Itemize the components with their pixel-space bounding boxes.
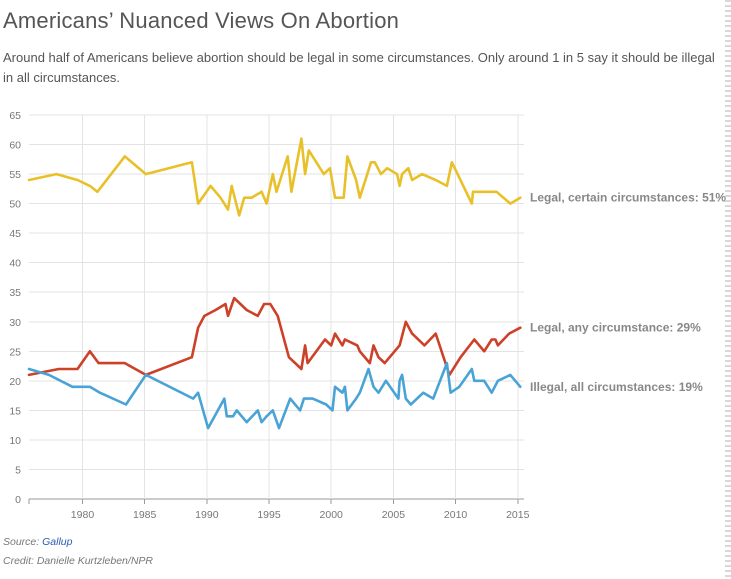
y-tick-label: 5	[15, 464, 21, 476]
y-tick-label: 20	[9, 376, 21, 388]
y-tick-label: 65	[9, 110, 21, 122]
y-axis-ticks: 0 5 10 15 20 25 30 35 40 45 50 55 60 65	[9, 110, 21, 506]
x-tick-label: 1985	[133, 509, 157, 521]
y-tick-label: 50	[9, 199, 21, 211]
x-axis-ticks: 1980 1985 1990 1995 2000 2005 2010 2015	[28, 499, 530, 521]
x-tick-label: 2015	[506, 509, 530, 521]
source-label: Source:	[3, 536, 43, 548]
y-tick-label: 45	[9, 228, 21, 240]
series-line-3	[27, 361, 522, 430]
credit-note: Credit: Danielle Kurtzleben/NPR	[3, 555, 153, 567]
source-note: Source: Gallup	[3, 536, 72, 548]
series-labels: Legal, certain circumstances: 51% Legal, …	[530, 191, 726, 394]
y-tick-label: 55	[9, 169, 21, 181]
y-tick-label: 40	[9, 258, 21, 270]
chart-title: Americans’ Nuanced Views On Abortion	[3, 8, 400, 33]
series-label-1: Legal, certain circumstances: 51%	[530, 191, 726, 205]
y-tick-label: 60	[9, 140, 21, 152]
x-tick-label: 2005	[382, 509, 406, 521]
source-link[interactable]: Gallup	[42, 536, 73, 548]
chart-subtitle: Around half of Americans believe abortio…	[3, 50, 715, 85]
y-tick-label: 0	[15, 494, 21, 506]
y-tick-label: 15	[9, 405, 21, 417]
x-tick-label: 1980	[71, 509, 95, 521]
y-tick-label: 30	[9, 317, 21, 329]
y-tick-label: 10	[9, 435, 21, 447]
x-tick-label: 2000	[320, 509, 344, 521]
series-lines	[27, 137, 522, 430]
page-edge-divider	[725, 0, 731, 579]
y-tick-label: 25	[9, 346, 21, 358]
x-tick-label: 1995	[257, 509, 281, 521]
series-line-1	[27, 137, 522, 217]
series-label-3: Illegal, all circumstances: 19%	[530, 380, 703, 394]
x-tick-label: 2010	[444, 509, 468, 521]
series-label-2: Legal, any circumstance: 29%	[530, 321, 701, 335]
y-tick-label: 35	[9, 287, 21, 299]
x-tick-label: 1990	[195, 509, 219, 521]
